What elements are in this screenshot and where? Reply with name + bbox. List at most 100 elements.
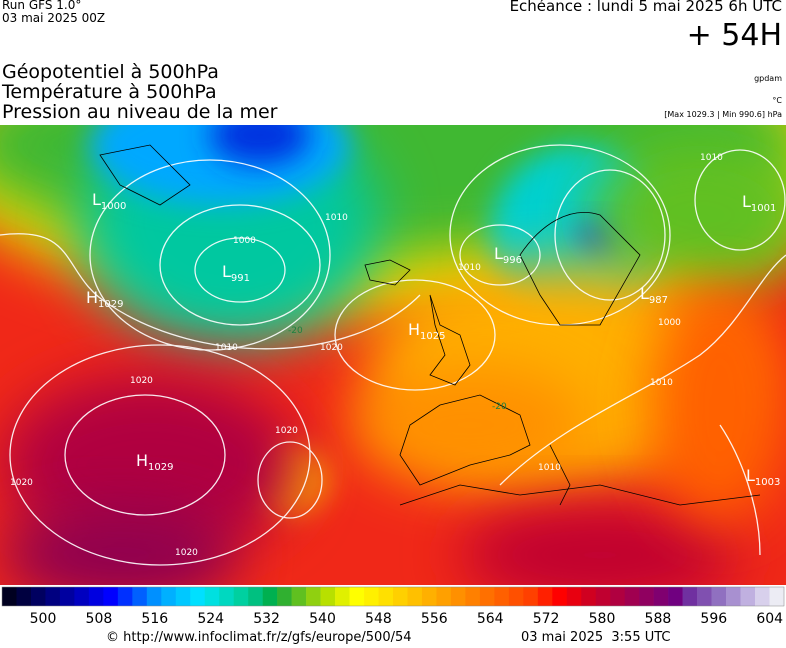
system: H1029 (86, 288, 123, 310)
field-shading (0, 125, 786, 585)
unit: °C (772, 96, 782, 105)
echeance: Echéance : lundi 5 mai 2025 6h UTC (509, 0, 782, 15)
colorbar-label: 516 (141, 611, 168, 627)
isobar-label: -20 (288, 326, 303, 336)
colorbar-label: 588 (645, 611, 672, 627)
system: L991 (222, 262, 250, 284)
color-swatch (30, 587, 46, 606)
color-swatch (204, 587, 220, 606)
field: Température à 500hPa (2, 81, 217, 103)
color-swatch (494, 587, 510, 606)
color-swatch (88, 587, 104, 606)
color-swatch (132, 587, 148, 606)
color-swatch (393, 587, 408, 606)
colorbar-label: 596 (700, 611, 727, 627)
isobar-label: 1020 (10, 478, 33, 488)
isobar-label: 1020 (275, 426, 298, 436)
color-swatch (378, 587, 394, 606)
isobar-label: 1010 (700, 153, 723, 163)
coastlines (99, 144, 761, 506)
isobar-label: 1020 (130, 376, 153, 386)
isobar-label: 1020 (320, 343, 343, 353)
color-swatch (364, 587, 379, 606)
colorbar-label: 548 (365, 611, 392, 627)
system: H1029 (136, 451, 173, 473)
isobar-label: 1000 (233, 236, 256, 246)
colorbar: 500 508 516 524 532 540 548 556 564 572 580 588 596 6… (1, 586, 785, 627)
system: L1000 (92, 190, 126, 212)
color-swatch (2, 587, 17, 606)
color-swatch (653, 587, 669, 606)
color-swatch (74, 587, 90, 606)
footer-date: 03 mai 2025 3:55 UTC (521, 630, 671, 645)
color-swatch (508, 587, 524, 606)
colorbar-label: 572 (533, 611, 560, 627)
colorbar-label: 500 (30, 611, 57, 627)
footer-url: © http://www.infoclimat.fr/z/gfs/europe/… (106, 630, 412, 645)
color-swatch (479, 587, 495, 606)
color-swatch (45, 587, 61, 606)
color-swatch (595, 587, 611, 606)
color-swatch (335, 587, 350, 606)
color-swatch (450, 587, 466, 606)
field: Géopotentiel à 500hPa (2, 61, 219, 83)
colorbar-label: 540 (309, 611, 336, 627)
unit: [Max 1029.3 | Min 990.6] hPa (664, 110, 782, 119)
run: Run GFS 1.0° (2, 0, 82, 12)
isobar-label: -20 (492, 402, 507, 412)
color-swatch (610, 587, 626, 606)
color-swatch (711, 587, 727, 606)
color-swatch (465, 587, 481, 606)
color-swatch (552, 587, 568, 606)
isobar-label: 1000 (658, 318, 681, 328)
color-swatch (16, 587, 32, 606)
color-swatch (190, 587, 206, 606)
field: Pression au niveau de la mer (2, 101, 278, 123)
color-swatch (175, 587, 191, 606)
pressure-systems: L1000 L991 H1029 H1025 L996 L987 L1001 H… (86, 190, 780, 488)
colorbar-label: 604 (756, 611, 783, 627)
colorbar-label: 556 (421, 611, 448, 627)
system: L1003 (746, 466, 780, 488)
isobar-label: 1010 (650, 378, 673, 388)
isobar-labels: 1020 1000 1010 1010 1020 1020 1020 1020 … (10, 153, 723, 558)
color-swatch (161, 587, 177, 606)
colorbar-label: 580 (589, 611, 616, 627)
color-swatch (566, 587, 582, 606)
color-swatch (291, 587, 307, 606)
color-swatch (103, 587, 119, 606)
colorbar-label: 532 (253, 611, 280, 627)
isobar-label: 1010 (458, 263, 481, 273)
color-swatch (697, 587, 712, 606)
color-swatch (755, 587, 770, 606)
color-swatch (320, 587, 336, 606)
colorbar-label: 508 (86, 611, 113, 627)
color-swatch (581, 587, 597, 606)
system: L1001 (742, 192, 776, 214)
color-swatch (682, 587, 698, 606)
isobar-label: 1020 (175, 548, 198, 558)
system: L987 (640, 284, 668, 306)
color-swatch (537, 587, 553, 606)
color-swatch (421, 587, 437, 606)
color-swatch (740, 587, 756, 606)
lead-time: + 54H (686, 18, 782, 53)
color-swatch (262, 587, 278, 606)
color-swatch (407, 587, 423, 606)
run-date: 03 mai 2025 00Z (2, 11, 106, 25)
isobar-label: 1010 (538, 463, 561, 473)
color-swatch (277, 587, 292, 606)
unit: gpdam (754, 74, 782, 83)
color-swatch (219, 587, 235, 606)
colorbar-frame (1, 586, 785, 607)
color-swatch (726, 587, 741, 606)
color-swatch (59, 587, 75, 606)
color-swatch (306, 587, 321, 606)
color-swatch (523, 587, 539, 606)
color-swatch (248, 587, 263, 606)
isobar-label: 1010 (325, 213, 348, 223)
color-swatch (233, 587, 249, 606)
isobar-label: 1010 (215, 343, 238, 353)
color-swatch (668, 587, 683, 606)
